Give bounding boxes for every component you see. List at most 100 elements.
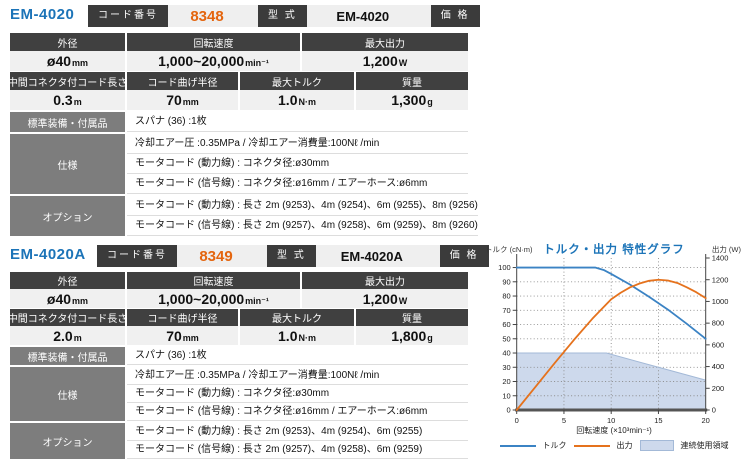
spec-value-outer-diameter: ø40 mm [10, 51, 125, 71]
detail-line: 冷却エアー圧 :0.35MPa / 冷却エアー消費量:100Nℓ /min [127, 134, 468, 154]
spec-value-cord-length: 2.0 m [10, 326, 125, 345]
detail-line: 冷却エアー圧 :0.35MPa / 冷却エアー消費量:100Nℓ /min [127, 367, 468, 385]
detail-table: 標準装備・付属品 スパナ (36) :1枚 仕様 冷却エアー圧 :0.35MPa… [10, 112, 478, 236]
product-model-title: EM-4020A [10, 246, 86, 263]
continuous-use-area-border [516, 352, 706, 381]
spec-value-mass: 1,300 g [356, 90, 468, 110]
spec-value-cord-length: 0.3 m [10, 90, 125, 110]
left-tick-label: 0 [507, 406, 511, 415]
detail-group-options: オプション モータコード (動力線) : 長さ 2m (9253)、4m (92… [10, 196, 478, 236]
spec-table-row1: 外径 回転速度 最大出力 ø40 mm 1,000~20,000 min⁻¹ 1,2… [10, 33, 468, 71]
right-tick-label: 600 [712, 340, 725, 349]
right-tick-label: 1000 [712, 297, 729, 306]
right-tick-label: 400 [712, 362, 725, 371]
legend-torque-line-swatch [499, 444, 536, 447]
right-tick-label: 1200 [712, 275, 729, 284]
right-tick-label: 0 [712, 406, 716, 415]
spec-header-max-torque: 最大トルク [240, 309, 354, 326]
spec-value-rotation-speed: 1,000~20,000 min⁻¹ [127, 51, 300, 71]
detail-line: モータコード (動力線) : コネクタ径:ø30mm [127, 385, 468, 403]
detail-line: モータコード (信号線) : 長さ 2m (9257)、4m (9258)、6m… [127, 441, 468, 459]
code-number-badge: コード番号 [97, 245, 177, 267]
torque-output-chart: 0 10 20 30 40 50 60 70 80 90 100 0 200 400 600 800 1000 1… [485, 240, 743, 458]
spec-header-rotation-speed: 回転速度 [127, 33, 300, 51]
spec-header-max-torque: 最大トルク [240, 72, 354, 90]
legend-output-line-swatch [573, 444, 610, 447]
left-tick-label: 90 [502, 277, 510, 286]
spec-header-rotation-speed: 回転速度 [127, 272, 300, 289]
detail-line: モータコード (動力線) : 長さ 2m (9253)、4m (9254)、6m… [127, 196, 478, 216]
spec-value-outer-diameter: ø40 mm [10, 289, 125, 308]
x-tick-label: 15 [654, 416, 662, 425]
spec-header-bend-radius: コード曲げ半径 [127, 72, 238, 90]
left-tick-label: 60 [502, 320, 510, 329]
spec-table-row2: 中間コネクタ付コード長さ コード曲げ半径 最大トルク 質量 0.3 m 70 mm … [8, 72, 468, 110]
series-torque [515, 266, 707, 340]
detail-group-specs: 仕様 冷却エアー圧 :0.35MPa / 冷却エアー消費量:100Nℓ /min… [10, 134, 468, 194]
x-axis-label: 回転速度 (×10³min⁻¹) [576, 426, 652, 435]
right-axis-label: 出力 (W) [711, 245, 741, 254]
detail-line: スパナ (36) :1枚 [127, 347, 468, 365]
left-tick-label: 100 [498, 263, 511, 272]
product-header-strip: コード番号 8349 型 式 EM-4020A 価 格 [97, 245, 489, 267]
spec-header-max-output: 最大出力 [302, 272, 468, 289]
left-tick-label: 80 [502, 292, 510, 301]
x-tick-label: 5 [562, 416, 566, 425]
left-tick-label: 40 [502, 349, 510, 358]
spec-value-max-torque: 1.0 N·m [240, 90, 354, 110]
x-tick-label: 0 [515, 416, 519, 425]
series-output [515, 278, 707, 411]
detail-group-specs: 仕様 冷却エアー圧 :0.35MPa / 冷却エアー消費量:100Nℓ /min… [10, 367, 468, 421]
spec-header-mass: 質量 [356, 72, 468, 90]
detail-label: 仕様 [10, 367, 125, 421]
legend-continuous-area-label: 連続使用領域 [680, 441, 729, 450]
spec-value-bend-radius: 70 mm [127, 326, 238, 345]
code-number-value: 8349 [199, 247, 233, 265]
left-tick-label: 50 [502, 334, 510, 343]
left-tick-label: 10 [502, 391, 510, 400]
code-number-value: 8348 [190, 7, 224, 25]
product-header-strip: コード番号 8348 型 式 EM-4020 価 格 [88, 5, 480, 27]
spec-value-mass: 1,800 g [356, 326, 468, 345]
chart-legend: トルク 出力 連続使用領域 [485, 440, 743, 451]
detail-group-accessories: 標準装備・付属品 スパナ (36) :1枚 [10, 347, 468, 365]
detail-group-accessories: 標準装備・付属品 スパナ (36) :1枚 [10, 112, 468, 132]
spec-value-bend-radius: 70 mm [127, 90, 238, 110]
right-tick-label: 200 [712, 384, 725, 393]
left-tick-label: 30 [502, 363, 510, 372]
spec-header-cord-length: 中間コネクタ付コード長さ [8, 309, 127, 326]
right-tick-label: 800 [712, 319, 725, 328]
detail-line: モータコード (動力線) : 長さ 2m (9253)、4m (9254)、6m… [127, 423, 468, 441]
left-tick-label: 70 [502, 306, 510, 315]
spec-header-outer-diameter: 外径 [10, 272, 125, 289]
spec-value-rotation-speed: 1,000~20,000 min⁻¹ [127, 289, 300, 308]
spec-value-max-output: 1,200 W [302, 51, 468, 71]
chart-title: トルク・出力 特性グラフ [543, 244, 685, 256]
legend-continuous-area-swatch [639, 440, 674, 451]
detail-label: 標準装備・付属品 [10, 112, 125, 132]
x-tick-label: 20 [702, 416, 710, 425]
model-type-value: EM-4020 [336, 8, 390, 24]
code-number-badge: コード番号 [88, 5, 168, 27]
detail-label: オプション [10, 423, 125, 459]
spec-table-row2: 中間コネクタ付コード長さ コード曲げ半径 最大トルク 質量 2.0 m 70 mm … [8, 309, 468, 345]
detail-group-options: オプション モータコード (動力線) : 長さ 2m (9253)、4m (92… [10, 423, 468, 459]
product-model-title: EM-4020 [10, 6, 75, 23]
spec-header-max-output: 最大出力 [302, 33, 468, 51]
legend-torque-label: トルク [542, 441, 567, 450]
x-tick-label: 10 [607, 416, 615, 425]
chart-canvas: 0102030405060708090100020040060080010001… [498, 254, 729, 425]
spec-value-max-output: 1,200 W [302, 289, 468, 308]
legend-output-label: 出力 [616, 441, 633, 450]
detail-line: モータコード (動力線) : コネクタ径:ø30mm [127, 154, 468, 174]
left-tick-label: 20 [502, 377, 510, 386]
right-tick-label: 1400 [712, 254, 729, 263]
price-badge: 価 格 [430, 5, 480, 27]
spec-header-mass: 質量 [356, 309, 468, 326]
detail-line: スパナ (36) :1枚 [127, 112, 468, 132]
left-axis-label: トルク (cN·m) [485, 245, 533, 254]
model-type-badge: 型 式 [267, 245, 316, 267]
model-type-badge: 型 式 [258, 5, 307, 27]
model-type-value: EM-4020A [340, 248, 403, 264]
spec-header-cord-length: 中間コネクタ付コード長さ [8, 72, 127, 90]
